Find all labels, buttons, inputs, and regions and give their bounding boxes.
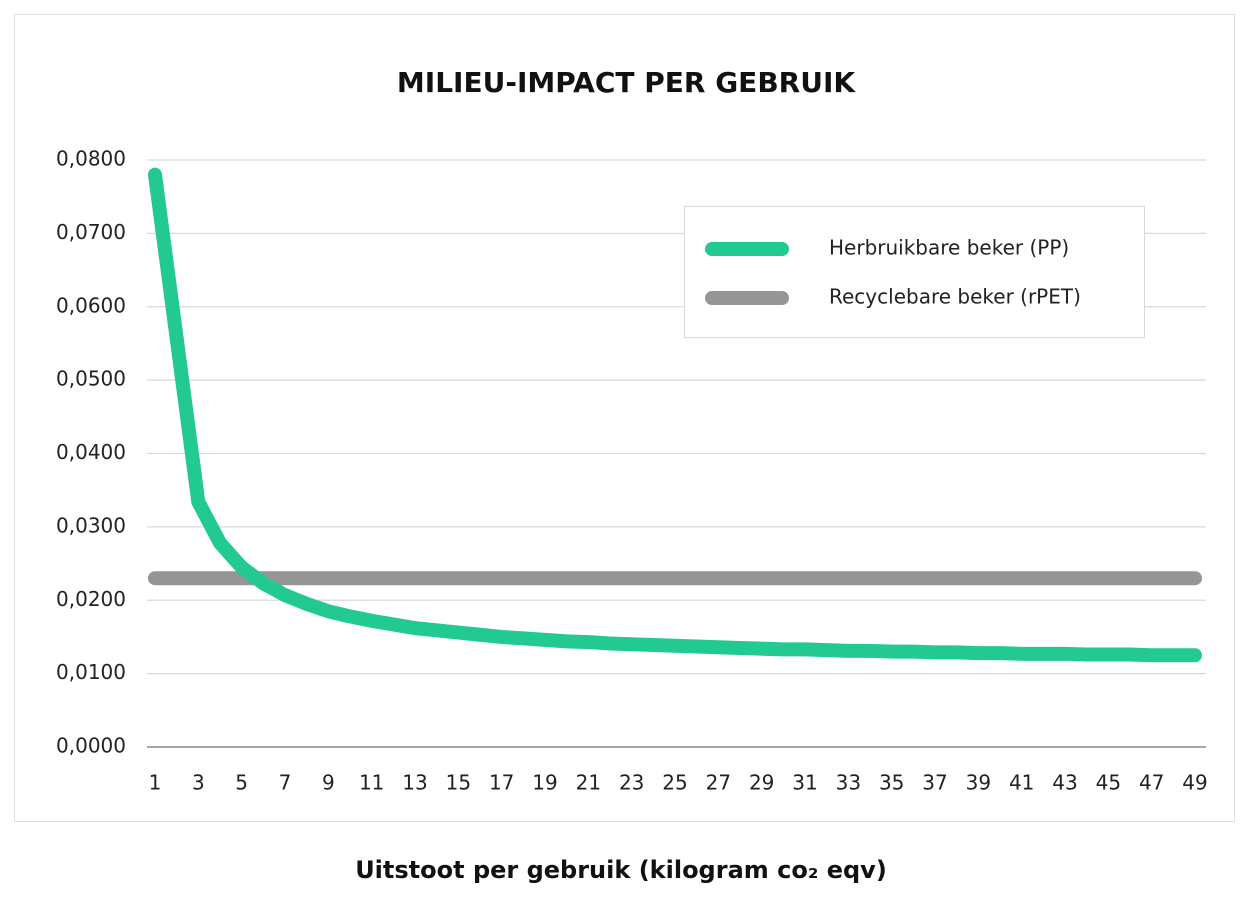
x-tick-label: 29 [749, 771, 774, 795]
series-line [148, 167, 1202, 663]
x-tick-label: 41 [1009, 771, 1034, 795]
chart-card [14, 14, 1235, 822]
x-tick-label: 13 [402, 771, 427, 795]
x-tick-label: 31 [792, 771, 817, 795]
chart-title: MILIEU-IMPACT PER GEBRUIK [397, 66, 856, 99]
y-tick-label: 0,0500 [56, 367, 126, 391]
x-tick-label: 37 [922, 771, 947, 795]
legend-label: Herbruikbare beker (PP) [829, 236, 1069, 260]
y-tick-label: 0,0400 [56, 440, 126, 464]
x-axis-label: Uitstoot per gebruik (kilogram co₂ eqv) [355, 856, 887, 884]
x-tick-label: 5 [235, 771, 248, 795]
x-tick-label: 49 [1182, 771, 1207, 795]
x-tick-label: 7 [279, 771, 292, 795]
x-tick-label: 47 [1139, 771, 1164, 795]
y-tick-label: 0,0600 [56, 293, 126, 317]
y-tick-label: 0,0100 [56, 660, 126, 684]
x-tick-label: 27 [706, 771, 731, 795]
x-tick-label: 43 [1052, 771, 1077, 795]
y-tick-label: 0,0300 [56, 513, 126, 537]
legend-label: Recyclebare beker (rPET) [829, 285, 1081, 309]
x-tick-label: 19 [532, 771, 557, 795]
x-tick-label: 17 [489, 771, 514, 795]
y-tick-label: 0,0200 [56, 587, 126, 611]
x-tick-label: 1 [149, 771, 162, 795]
y-tick-label: 0,0000 [56, 734, 126, 758]
x-tick-label: 21 [576, 771, 601, 795]
x-tick-label: 15 [446, 771, 471, 795]
x-tick-label: 23 [619, 771, 644, 795]
y-tick-label: 0,0800 [56, 147, 126, 171]
x-tick-label: 35 [879, 771, 904, 795]
x-tick-label: 45 [1096, 771, 1121, 795]
x-tick-label: 3 [192, 771, 205, 795]
x-tick-label: 9 [322, 771, 335, 795]
y-tick-label: 0,0700 [56, 220, 126, 244]
x-tick-label: 39 [966, 771, 991, 795]
x-tick-label: 11 [359, 771, 384, 795]
x-tick-label: 33 [836, 771, 861, 795]
legend-box [684, 206, 1145, 338]
x-tick-label: 25 [662, 771, 687, 795]
